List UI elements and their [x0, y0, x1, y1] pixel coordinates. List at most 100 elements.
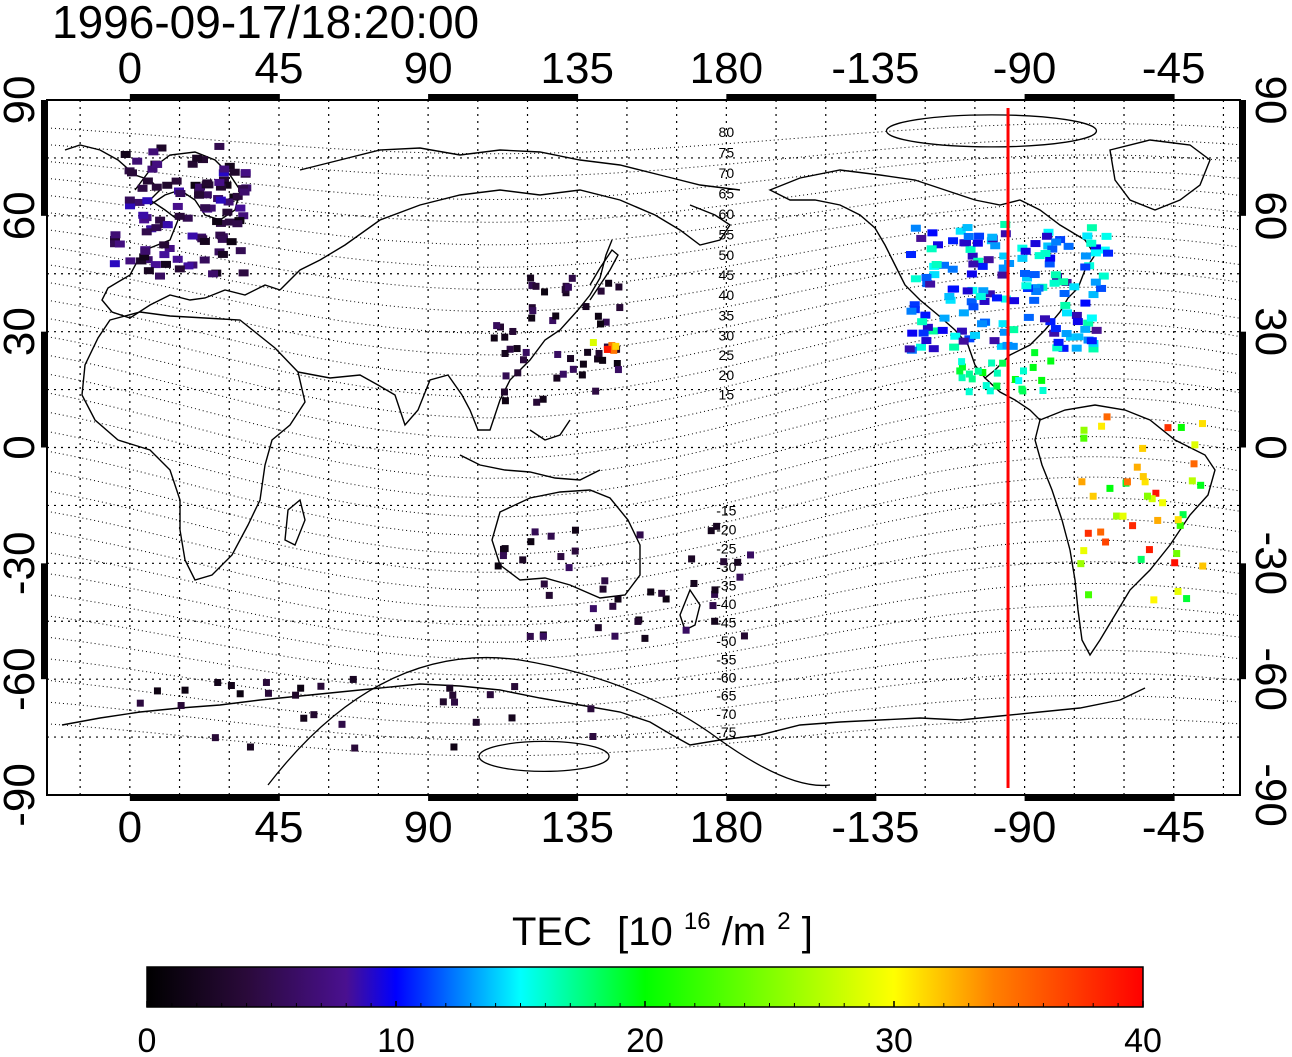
tec-cell	[1021, 282, 1032, 290]
tec-cell	[109, 260, 120, 268]
tec-cell	[174, 212, 185, 220]
bottom-lon-label: 135	[541, 803, 614, 852]
tec-cell	[541, 288, 549, 296]
left-latitude-labels: 90 60 30 0 -30 -60 -90	[0, 76, 44, 827]
colorbar-tick-label: 40	[1124, 1022, 1162, 1057]
mag-contour	[47, 539, 1240, 626]
tec-cell	[956, 327, 967, 335]
tec-cell	[159, 241, 170, 249]
coast-indonesia	[459, 419, 601, 481]
mag-contour	[47, 456, 1240, 555]
tec-cell	[232, 220, 243, 228]
tec-cell	[501, 333, 509, 341]
top-lon-label: -45	[1142, 44, 1206, 93]
tec-cell	[215, 196, 226, 204]
tec-cell	[1133, 463, 1141, 471]
tec-cell	[227, 682, 235, 690]
tec-cell	[616, 304, 624, 312]
tec-cell	[907, 329, 918, 337]
tec-cell	[991, 294, 1002, 302]
tec-cell	[1052, 344, 1063, 352]
tec-cell	[1072, 318, 1083, 326]
tec-cell	[528, 281, 536, 289]
tec-cell	[1050, 325, 1061, 333]
contour-label: 25	[719, 347, 735, 363]
tec-cell	[557, 553, 565, 561]
tec-cell	[164, 244, 175, 252]
frame-tick-top	[428, 94, 579, 100]
tec-cell	[1078, 478, 1086, 486]
tec-cell	[589, 733, 597, 741]
tec-cell	[126, 169, 137, 177]
tec-cell	[160, 260, 171, 268]
tec-cell	[1020, 269, 1031, 277]
contour-label: -20	[716, 521, 736, 537]
tec-cell	[292, 691, 300, 699]
tec-cell	[998, 320, 1009, 328]
bottom-lon-label: 180	[690, 803, 763, 852]
right-lat-label: 90	[1246, 76, 1292, 125]
tec-cell	[1045, 254, 1056, 262]
tec-cell	[925, 280, 936, 288]
south-pole-outer-contour	[267, 656, 831, 787]
mag-contour	[47, 436, 1240, 537]
tec-cell	[605, 279, 613, 287]
tec-cell	[110, 236, 121, 244]
tec-cell	[351, 744, 359, 752]
colorbar-tick-label: 20	[626, 1022, 664, 1057]
tec-cell	[1086, 337, 1097, 345]
coast-siberia	[299, 147, 741, 191]
tec-cell	[559, 370, 567, 378]
mag-contour	[47, 476, 1240, 573]
coast-asia-south	[297, 239, 613, 431]
tec-cell	[199, 256, 210, 264]
tec-cell	[904, 345, 915, 353]
tec-cell	[928, 345, 939, 353]
tec-cell	[595, 349, 603, 357]
tec-cell	[965, 388, 973, 396]
tec-cell	[1058, 344, 1069, 352]
tec-cell	[711, 617, 719, 625]
tec-cell	[979, 369, 987, 377]
tec-cell	[1069, 283, 1080, 291]
contour-label: -25	[716, 540, 736, 556]
contour-label: -35	[716, 578, 736, 594]
tec-cell	[1020, 367, 1028, 375]
tec-cell	[1038, 376, 1046, 384]
right-lat-label: 60	[1246, 191, 1292, 240]
mag-contour	[47, 286, 1240, 377]
contour-label: -15	[716, 503, 736, 519]
frame-tick-top	[1024, 94, 1175, 100]
tec-cell	[917, 318, 928, 326]
contour-label: -65	[716, 688, 736, 704]
tec-cell	[141, 228, 152, 236]
north-pole-contour	[885, 114, 1098, 148]
tec-cell	[968, 375, 976, 383]
tec-cell	[1097, 528, 1105, 536]
left-lat-label: -90	[0, 763, 44, 827]
tec-cell	[1089, 492, 1097, 500]
colorbar-tick-label: 0	[138, 1022, 157, 1057]
tec-cell	[1171, 559, 1179, 567]
tec-cell	[1183, 595, 1191, 603]
tec-cell	[155, 216, 166, 224]
tec-cell	[1123, 478, 1131, 486]
tec-cell	[236, 690, 244, 698]
mag-contour	[47, 358, 1240, 459]
bottom-lon-label: 0	[118, 803, 142, 852]
tec-cell	[906, 307, 917, 315]
tec-cell	[124, 196, 135, 204]
tec-cell	[1000, 220, 1011, 228]
right-lat-label: -90	[1246, 763, 1292, 827]
tec-cell	[578, 371, 586, 379]
tec-cell	[1159, 499, 1167, 507]
tec-cell	[597, 320, 605, 328]
tec-cell	[1188, 477, 1196, 485]
tec-cell	[262, 678, 270, 686]
tec-cell	[1043, 228, 1054, 236]
coast-madagascar	[284, 498, 306, 546]
tec-cell	[938, 261, 949, 269]
tec-cell	[549, 317, 557, 325]
tec-cell	[711, 590, 719, 598]
tec-cell	[966, 298, 977, 306]
